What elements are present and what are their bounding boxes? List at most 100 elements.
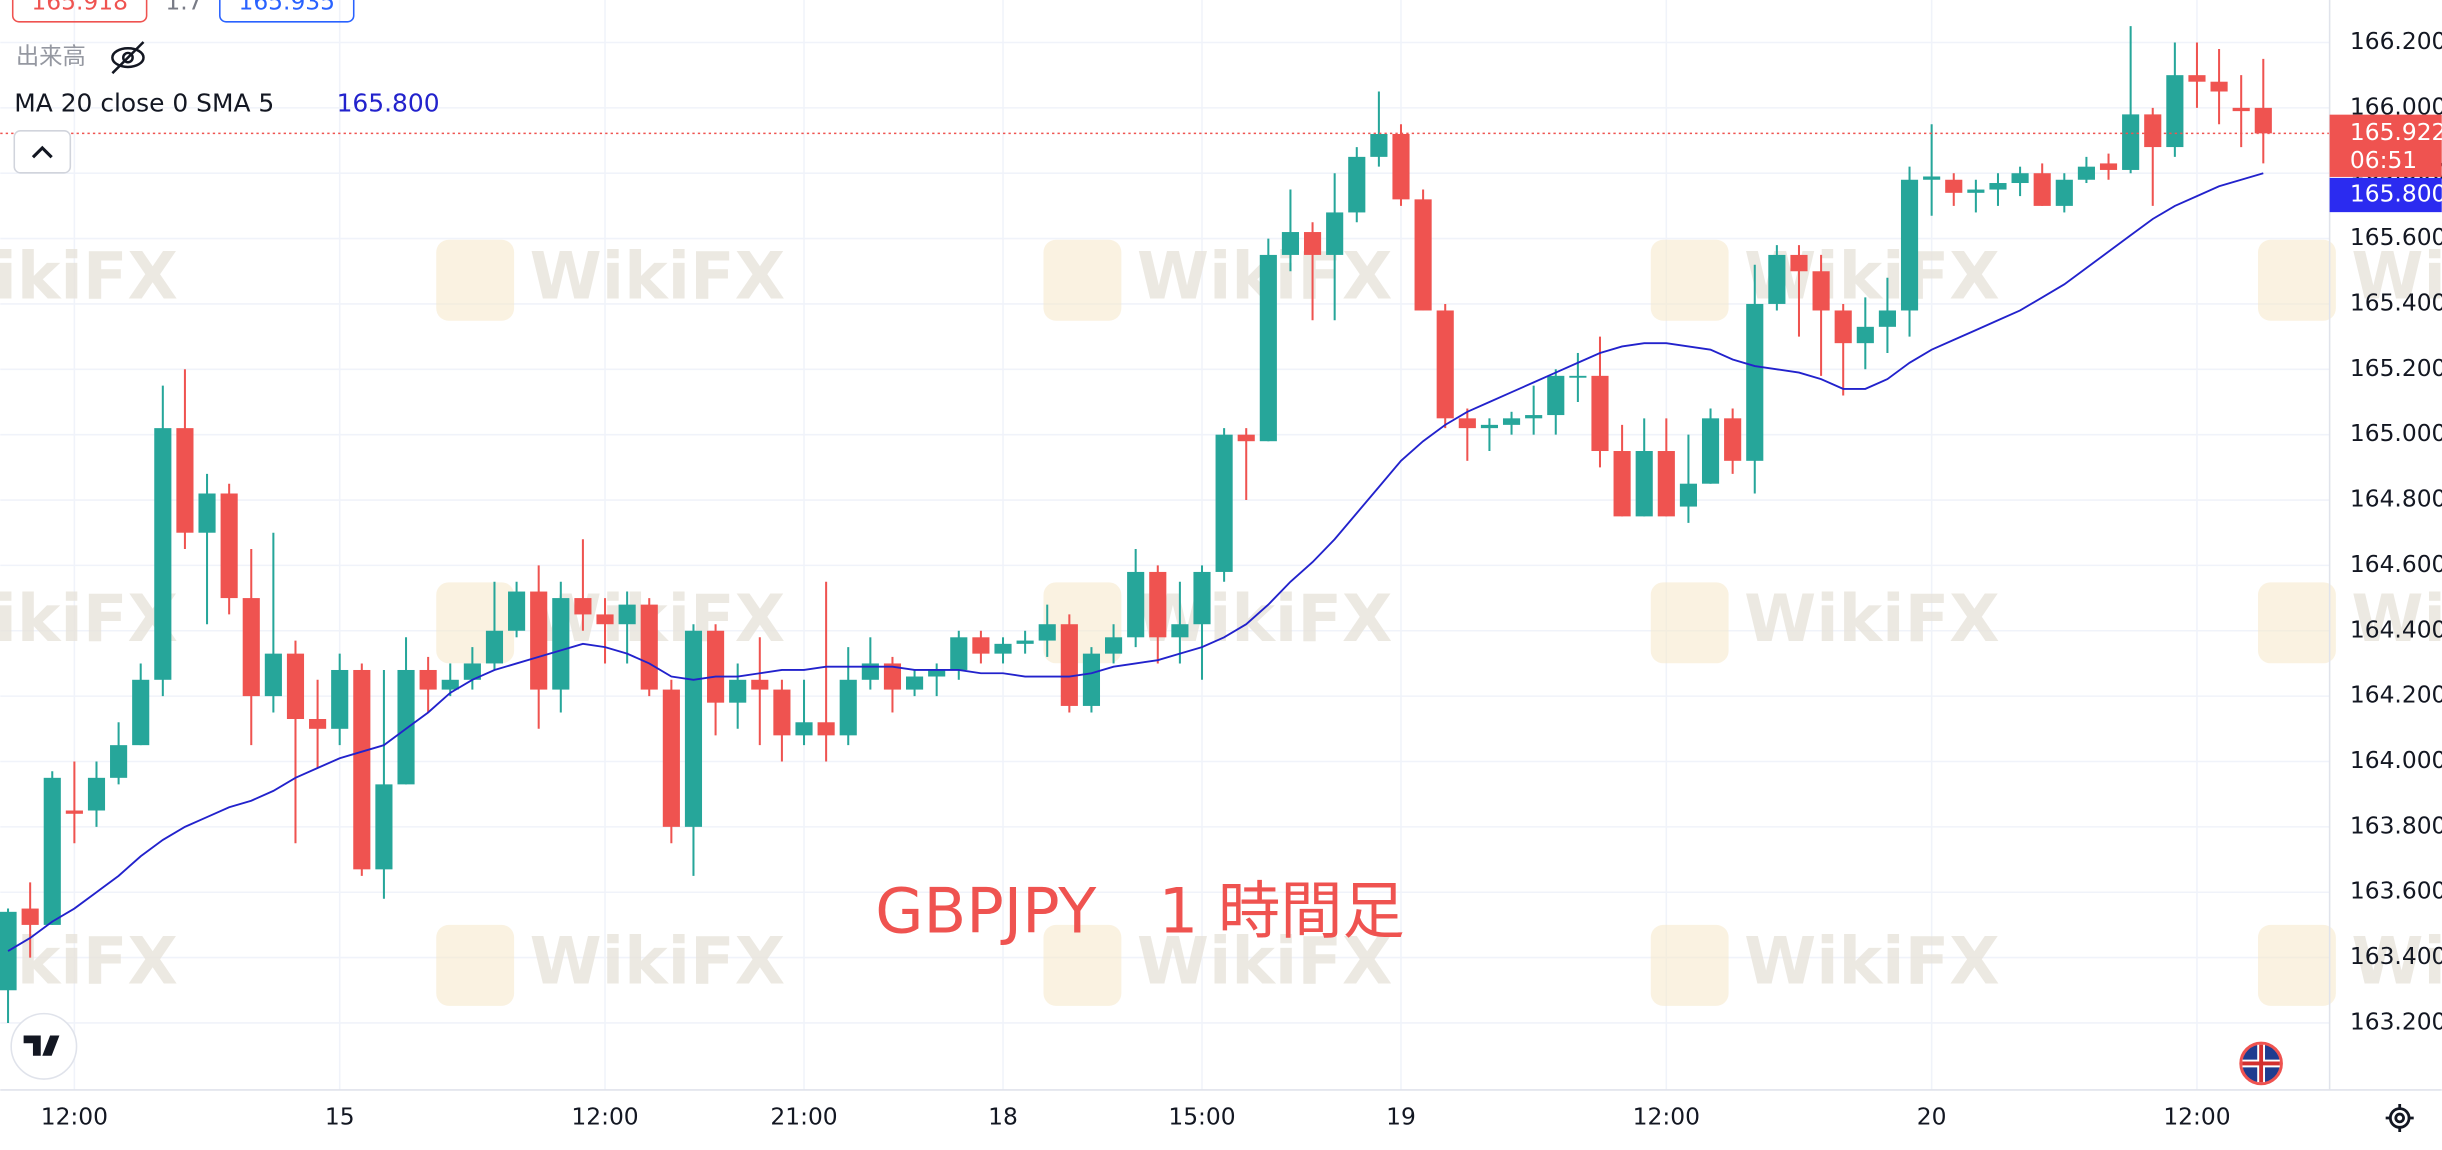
y-tick-label: 164.000 bbox=[2350, 746, 2442, 774]
candle-body bbox=[2055, 179, 2073, 206]
candle-body bbox=[397, 669, 415, 785]
candle-body bbox=[729, 679, 747, 703]
candle-body bbox=[1591, 375, 1609, 452]
candle-body bbox=[707, 630, 725, 703]
ma-value: 165.800 bbox=[337, 88, 440, 117]
candle-body bbox=[994, 643, 1012, 654]
candle-body bbox=[1724, 418, 1742, 461]
candle-body bbox=[839, 679, 857, 736]
marks bbox=[0, 26, 2330, 1023]
candle-body bbox=[2166, 75, 2184, 148]
candle-body bbox=[1392, 133, 1410, 200]
y-tick-label: 166.200 bbox=[2350, 27, 2442, 55]
candle-body bbox=[2188, 75, 2206, 82]
candle-body bbox=[574, 598, 592, 615]
tv-logo[interactable] bbox=[10, 1012, 78, 1080]
candle-body bbox=[463, 663, 481, 680]
hide-icon[interactable] bbox=[111, 41, 145, 75]
candle-body bbox=[2011, 173, 2029, 184]
candle-body bbox=[1613, 451, 1631, 517]
candle-body bbox=[1502, 418, 1521, 425]
candle-body bbox=[530, 591, 548, 690]
watermark: WikiFX bbox=[0, 923, 178, 999]
y-tick-label: 164.800 bbox=[2350, 485, 2442, 513]
y-tick-label: 165.000 bbox=[2350, 419, 2442, 447]
watermark: WikiFX bbox=[0, 581, 178, 657]
candle-body bbox=[1414, 199, 1432, 311]
watermark-logo bbox=[1650, 582, 1729, 664]
candle-body bbox=[220, 493, 238, 599]
candle-body bbox=[1303, 232, 1322, 255]
candle-body bbox=[1038, 624, 1056, 641]
watermark-logo bbox=[436, 924, 515, 1006]
candle-body bbox=[2122, 114, 2140, 170]
y-tick-label: 163.600 bbox=[2350, 877, 2442, 905]
x-tick-label: 12:00 bbox=[2163, 1102, 2230, 1130]
candle-body bbox=[1900, 179, 1919, 311]
candle-body bbox=[441, 679, 459, 690]
candle-body bbox=[485, 630, 504, 664]
header: 165.918 1.7 165.935 出来高 MA 20 close 0 SM… bbox=[11, 0, 440, 174]
candle-body bbox=[87, 777, 106, 811]
x-tick-label: 18 bbox=[988, 1102, 1018, 1130]
candle-body bbox=[1635, 451, 1653, 517]
y-tick-label: 164.600 bbox=[2350, 550, 2442, 578]
volume-label: 出来高 bbox=[16, 42, 86, 70]
candle-body bbox=[353, 669, 371, 870]
candle-body bbox=[2099, 163, 2118, 170]
candle-body bbox=[1193, 571, 1211, 625]
watermark: WikiFX bbox=[2351, 923, 2442, 999]
candle-body bbox=[331, 669, 349, 729]
candle-body bbox=[1812, 271, 1830, 311]
candle-body bbox=[2077, 166, 2095, 180]
candle-body bbox=[198, 493, 216, 533]
candle-body bbox=[950, 637, 968, 670]
watermark: WikiFX bbox=[1137, 581, 1392, 657]
candle-body bbox=[2033, 173, 2051, 206]
candle-body bbox=[1679, 483, 1697, 507]
y-tick-label: 163.800 bbox=[2350, 811, 2442, 839]
ma-price-label: 165.800 bbox=[2350, 180, 2442, 208]
candle-body bbox=[1082, 653, 1101, 706]
candle-body bbox=[773, 689, 791, 736]
ma-line bbox=[7, 172, 2264, 952]
x-tick-label: 12:00 bbox=[571, 1102, 638, 1130]
candle-body bbox=[508, 591, 526, 631]
candle-body bbox=[2254, 107, 2272, 134]
candle-body bbox=[1326, 212, 1344, 255]
candle-body bbox=[596, 614, 614, 625]
candle-body bbox=[1104, 637, 1123, 654]
candle-body bbox=[286, 653, 305, 720]
watermark: WikiFX bbox=[0, 238, 178, 314]
candle-body bbox=[309, 719, 327, 729]
watermark-logo bbox=[2258, 924, 2336, 1006]
candle-body bbox=[795, 722, 813, 736]
candle-body bbox=[1989, 183, 2007, 190]
y-tick-label: 165.200 bbox=[2350, 354, 2442, 382]
candle-body bbox=[264, 653, 282, 697]
candle-body bbox=[1060, 624, 1078, 706]
candle-body bbox=[1701, 418, 1720, 484]
watermark: WikiFX bbox=[2351, 581, 2442, 657]
candle-body bbox=[928, 669, 946, 677]
countdown: 06:51 bbox=[2350, 146, 2417, 174]
x-tick-label: 15:00 bbox=[1168, 1102, 1235, 1130]
candle-body bbox=[972, 637, 990, 654]
candle-body bbox=[1878, 310, 1896, 327]
candle-body bbox=[684, 630, 703, 827]
candle-body bbox=[1657, 451, 1675, 517]
candle-body bbox=[2210, 81, 2228, 92]
candle-body bbox=[883, 663, 902, 690]
collapse-button[interactable] bbox=[13, 130, 72, 174]
candle-body bbox=[1215, 434, 1233, 572]
candle-body bbox=[176, 428, 194, 533]
flag-icon[interactable] bbox=[2239, 1041, 2283, 1086]
candle-body bbox=[1127, 571, 1145, 638]
watermark-logo bbox=[2258, 239, 2336, 321]
candle-body bbox=[132, 679, 150, 746]
candle-body bbox=[1856, 326, 1874, 344]
settings-icon[interactable] bbox=[2385, 1103, 2414, 1132]
y-tick-label: 165.600 bbox=[2350, 223, 2442, 251]
